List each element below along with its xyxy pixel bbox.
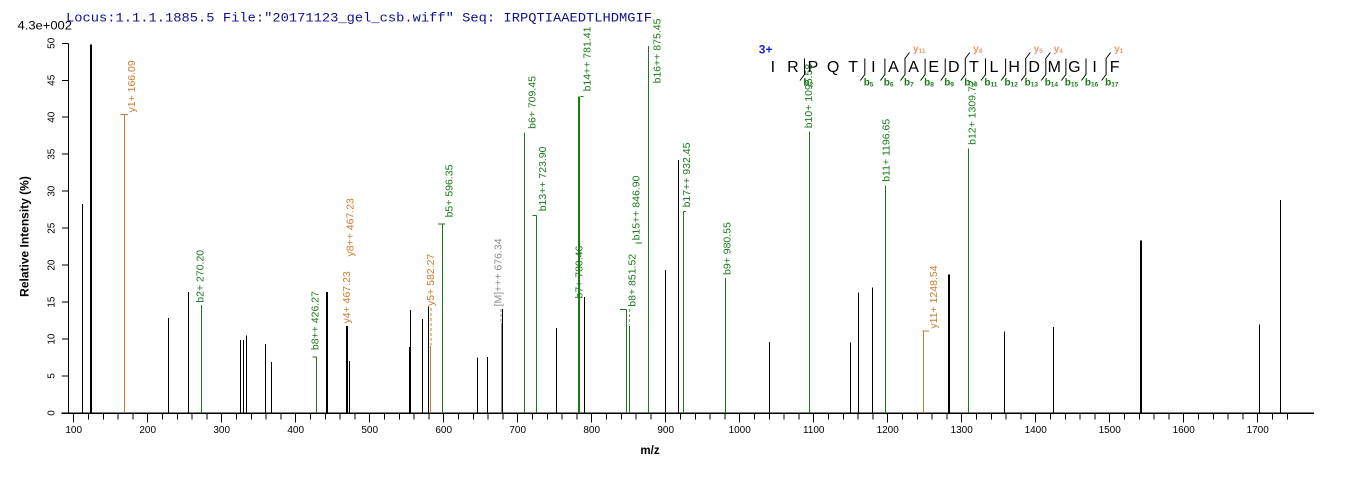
svg-text:40: 40 — [47, 111, 58, 123]
svg-text:A: A — [888, 59, 899, 76]
svg-text:50: 50 — [47, 37, 58, 49]
svg-text:400: 400 — [287, 425, 304, 436]
svg-text:1400: 1400 — [1025, 425, 1048, 436]
svg-text:b11: b11 — [984, 78, 997, 89]
svg-text:b10: b10 — [964, 78, 978, 89]
svg-text:b2+ 270.20: b2+ 270.20 — [195, 250, 207, 303]
svg-text:Q: Q — [827, 59, 839, 76]
svg-text:800: 800 — [583, 425, 600, 436]
svg-text:L: L — [990, 59, 999, 76]
svg-text:b15: b15 — [1065, 78, 1079, 89]
svg-text:F: F — [1110, 59, 1120, 76]
svg-text:b7: b7 — [904, 78, 914, 89]
svg-text:D: D — [948, 59, 960, 76]
svg-text:G: G — [1068, 59, 1080, 76]
svg-text:10: 10 — [47, 333, 58, 345]
svg-text:y1+ 166.09: y1+ 166.09 — [126, 60, 138, 112]
svg-text:4.3e+002: 4.3e+002 — [18, 19, 73, 33]
svg-text:500: 500 — [361, 425, 378, 436]
svg-text:b8: b8 — [924, 78, 934, 89]
svg-text:1100: 1100 — [803, 425, 825, 436]
svg-text:E: E — [928, 59, 939, 76]
svg-text:b14++ 781.41: b14++ 781.41 — [581, 26, 593, 91]
svg-text:P: P — [808, 59, 819, 76]
svg-text:b5: b5 — [864, 78, 874, 89]
svg-text:b16++ 875.45: b16++ 875.45 — [652, 18, 664, 83]
svg-text:b16: b16 — [1085, 78, 1099, 89]
svg-text:3+: 3+ — [759, 43, 773, 57]
svg-text:[M]+++ 676.34: [M]+++ 676.34 — [493, 238, 505, 306]
svg-text:1500: 1500 — [1099, 425, 1122, 436]
svg-text:I: I — [871, 59, 875, 76]
svg-text:1600: 1600 — [1173, 425, 1196, 436]
svg-text:M: M — [1048, 59, 1061, 76]
svg-text:b13: b13 — [1025, 78, 1039, 89]
svg-text:T: T — [848, 59, 858, 76]
svg-text:b12+ 1309.72: b12+ 1309.72 — [967, 80, 979, 145]
svg-text:20: 20 — [47, 259, 58, 271]
svg-text:35: 35 — [47, 148, 58, 160]
svg-text:45: 45 — [47, 74, 58, 86]
svg-text:1200: 1200 — [877, 425, 900, 436]
svg-text:b6: b6 — [884, 78, 894, 89]
svg-text:1700: 1700 — [1247, 425, 1270, 436]
svg-text:b6+ 709.45: b6+ 709.45 — [527, 76, 539, 129]
svg-text:b5+ 596.35: b5+ 596.35 — [443, 164, 455, 217]
svg-text:I: I — [771, 59, 775, 76]
svg-text:b7+ 780.46: b7+ 780.46 — [574, 245, 586, 298]
svg-text:D: D — [1028, 59, 1040, 76]
svg-text:5: 5 — [47, 373, 58, 379]
svg-text:30: 30 — [47, 185, 58, 197]
svg-text:y4: y4 — [1054, 44, 1064, 55]
svg-text:b10+ 1095.58: b10+ 1095.58 — [803, 64, 815, 129]
svg-text:y11: y11 — [913, 44, 926, 55]
svg-text:y4+ 467.23: y4+ 467.23 — [341, 271, 353, 323]
svg-text:H: H — [1008, 59, 1020, 76]
svg-text:100: 100 — [65, 425, 82, 436]
svg-text:200: 200 — [139, 425, 156, 436]
svg-text:y8++ 467.23: y8++ 467.23 — [345, 198, 357, 257]
svg-text:y5+ 582.27: y5+ 582.27 — [425, 254, 437, 306]
svg-text:y8: y8 — [973, 44, 983, 55]
svg-text:y5: y5 — [1034, 44, 1044, 55]
svg-text:700: 700 — [509, 425, 526, 436]
svg-text:b11+ 1196.65: b11+ 1196.65 — [881, 119, 893, 182]
svg-text:1000: 1000 — [729, 425, 752, 436]
svg-text:900: 900 — [657, 425, 674, 436]
svg-text:b13++ 723.90: b13++ 723.90 — [537, 146, 549, 211]
svg-text:b8+ 851.52: b8+ 851.52 — [626, 254, 638, 307]
svg-text:I: I — [1092, 59, 1096, 76]
svg-text:y1: y1 — [1114, 44, 1124, 55]
svg-text:A: A — [908, 59, 919, 76]
svg-text:b17++ 932.45: b17++ 932.45 — [681, 142, 693, 207]
svg-text:1300: 1300 — [951, 425, 974, 436]
svg-text:b15++ 846.90: b15++ 846.90 — [630, 175, 642, 240]
svg-text:0: 0 — [47, 410, 58, 416]
svg-text:b9: b9 — [944, 78, 954, 89]
svg-text:R: R — [787, 59, 799, 76]
svg-text:b12: b12 — [1005, 78, 1019, 89]
svg-text:300: 300 — [213, 425, 230, 436]
svg-text:15: 15 — [47, 296, 58, 308]
svg-text:T: T — [969, 59, 979, 76]
svg-text:b8++ 426.27: b8++ 426.27 — [310, 291, 322, 350]
svg-text:b2: b2 — [803, 78, 813, 89]
svg-text:25: 25 — [47, 222, 58, 234]
svg-text:y11+ 1248.54: y11+ 1248.54 — [928, 265, 940, 328]
svg-text:m/z: m/z — [640, 445, 659, 457]
svg-text:600: 600 — [435, 425, 452, 436]
svg-text:Locus:1.1.1.1885.5 File:"20171: Locus:1.1.1.1885.5 File:"20171123_gel_cs… — [66, 11, 652, 26]
svg-text:b17: b17 — [1105, 78, 1119, 89]
svg-text:b14: b14 — [1045, 78, 1059, 89]
svg-text:b9+ 980.55: b9+ 980.55 — [722, 222, 734, 275]
svg-text:Relative Intensity (%): Relative Intensity (%) — [18, 176, 32, 297]
